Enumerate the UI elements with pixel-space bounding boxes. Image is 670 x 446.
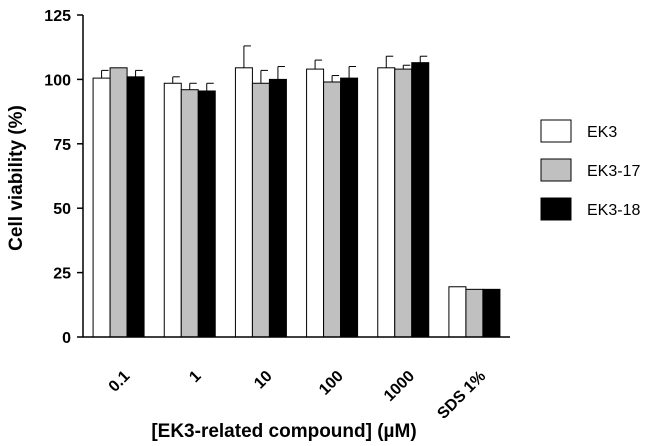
bar-ek3-17: [109, 67, 128, 338]
y-axis-title: Cell viability (%): [6, 105, 27, 251]
x-tick-label: 100: [316, 368, 347, 399]
y-tick-label: 125: [44, 8, 71, 25]
x-tick-labels: 0.1 1 10 100 1000 SDS 1%: [106, 368, 490, 423]
bar-ek3: [306, 68, 325, 338]
bar-ek3-18: [268, 78, 287, 338]
y-tick-label: 0: [62, 330, 71, 347]
legend-label: EK3-18: [587, 202, 640, 219]
bar-ek3-17: [180, 89, 199, 338]
axes: [77, 14, 510, 338]
bar-ek3: [234, 67, 253, 338]
bar-ek3: [448, 286, 467, 338]
legend: EK3 EK3-17 EK3-18: [540, 119, 640, 221]
bar-ek3-18: [340, 77, 359, 338]
bar-ek3-18: [197, 90, 216, 338]
x-tick-label: 10: [251, 368, 276, 393]
bar-ek3-18: [482, 288, 501, 338]
bar-ek3: [92, 77, 111, 338]
bar-ek3-18: [411, 62, 430, 338]
bars: [92, 45, 501, 338]
x-tick-label: 1: [186, 368, 204, 386]
bar-ek3-17: [251, 82, 270, 338]
legend-label: EK3: [587, 124, 617, 141]
y-tick-label: 75: [53, 137, 71, 154]
bar-ek3-17: [323, 81, 342, 338]
x-axis-title: [EK3-related compound] (µM): [151, 421, 416, 442]
legend-label: EK3-17: [587, 163, 640, 180]
bar-ek3-18: [126, 76, 145, 338]
legend-swatch-ek3-18: [540, 197, 572, 221]
x-tick-label: 0.1: [106, 368, 134, 396]
x-tick-label: SDS 1%: [434, 368, 489, 423]
x-tick-label: 1000: [381, 368, 418, 405]
y-tick-labels: 0 25 50 75 100 125: [44, 8, 71, 347]
bar-ek3: [163, 82, 182, 338]
bar-ek3-17: [465, 288, 484, 338]
legend-swatch-ek3-17: [540, 158, 572, 182]
y-tick-label: 100: [44, 72, 71, 89]
bar-ek3-17: [394, 68, 413, 338]
bar-ek3: [377, 67, 396, 338]
y-tick-label: 50: [53, 201, 71, 218]
y-tick-label: 25: [53, 266, 71, 283]
legend-swatch-ek3: [540, 119, 572, 143]
